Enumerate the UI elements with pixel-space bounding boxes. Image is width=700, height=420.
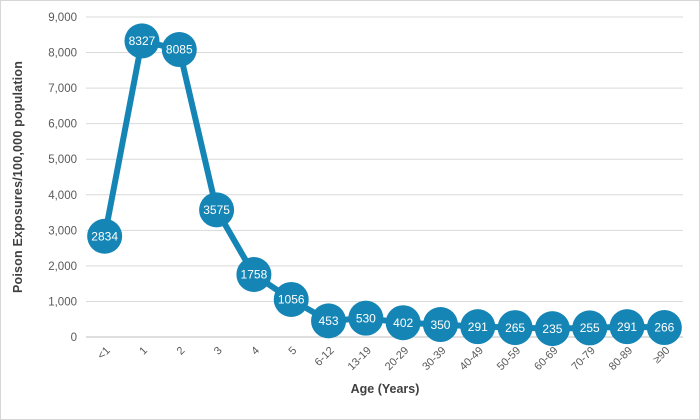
y-tick-label: 1,000 (48, 296, 77, 308)
x-tick-label: 5 (287, 345, 300, 358)
data-point (385, 305, 421, 341)
data-point-label: 530 (356, 311, 376, 325)
y-tick-label: 2,000 (48, 261, 77, 273)
y-tick-label: 5,000 (48, 154, 77, 166)
data-point (348, 300, 384, 336)
data-point-label: 255 (580, 321, 600, 335)
data-point (572, 310, 608, 346)
y-tick-label: 3,000 (48, 225, 77, 237)
data-point (236, 256, 272, 292)
data-point (609, 309, 645, 345)
data-point-label: 265 (505, 321, 525, 335)
x-tick-label: 4 (249, 345, 262, 358)
data-point-label: 291 (468, 320, 488, 334)
data-point (646, 310, 682, 346)
y-tick-label: 0 (71, 332, 77, 344)
y-tick-label: 6,000 (48, 119, 77, 131)
data-point (273, 281, 309, 317)
y-tick-label: 9,000 (48, 12, 77, 24)
data-point-label: 291 (617, 320, 637, 334)
data-point-label: 235 (542, 322, 562, 336)
data-point-label: 2834 (91, 229, 118, 243)
data-point-label: 1758 (241, 268, 268, 282)
data-point (422, 307, 458, 343)
x-tick-label: 3 (212, 345, 225, 358)
data-point-label: 3575 (203, 203, 230, 217)
x-tick-label: 80-89 (607, 345, 635, 373)
data-point (497, 310, 533, 346)
data-point-label: 8085 (166, 43, 193, 57)
x-tick-label: 60-69 (532, 345, 560, 373)
x-axis-title: Age (Years) (350, 382, 420, 396)
x-tick-label: ≥90 (651, 345, 672, 366)
data-point-label: 266 (654, 321, 674, 335)
data-point-label: 350 (430, 318, 450, 332)
data-point (534, 311, 570, 347)
data-point (87, 218, 123, 254)
y-axis-title: Poison Exposures/100,000 population (11, 60, 25, 294)
x-tick-label: 40-49 (458, 345, 486, 373)
x-tick-label: 70-79 (569, 345, 597, 373)
data-point-label: 402 (393, 316, 413, 330)
data-point (124, 23, 160, 59)
series-line (101, 37, 668, 332)
data-point-label: 453 (319, 314, 339, 328)
y-tick-label: 4,000 (48, 190, 77, 202)
data-point (460, 309, 496, 345)
x-tick-label: 6-12 (313, 345, 337, 369)
x-tick-label: 1 (137, 345, 150, 358)
data-point-label: 8327 (129, 34, 156, 48)
data-point (311, 303, 347, 339)
y-tick-label: 7,000 (48, 83, 77, 95)
x-tick-label: 30-39 (420, 345, 448, 373)
data-point-label: 1056 (278, 293, 305, 307)
x-tick-label: 2 (175, 345, 188, 358)
x-tick-label: 50-59 (495, 345, 523, 373)
data-point (199, 192, 235, 228)
data-point (161, 32, 197, 68)
y-tick-label: 8,000 (48, 48, 77, 60)
x-tick-label: 13-19 (346, 345, 374, 373)
x-tick-label: <1 (95, 345, 112, 362)
x-tick-label: 20-29 (383, 345, 411, 373)
